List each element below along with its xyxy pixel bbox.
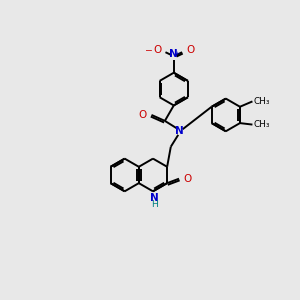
Text: CH₃: CH₃ bbox=[253, 97, 269, 106]
Text: N: N bbox=[169, 49, 178, 59]
Text: H: H bbox=[151, 200, 158, 208]
Text: O: O bbox=[184, 174, 192, 184]
Text: −: − bbox=[145, 45, 153, 54]
Text: O: O bbox=[153, 44, 161, 55]
Text: O: O bbox=[139, 110, 147, 120]
Text: +: + bbox=[175, 51, 180, 56]
Text: N: N bbox=[150, 193, 158, 203]
Text: N: N bbox=[175, 126, 184, 136]
Text: CH₃: CH₃ bbox=[253, 120, 269, 129]
Text: O: O bbox=[186, 44, 194, 55]
